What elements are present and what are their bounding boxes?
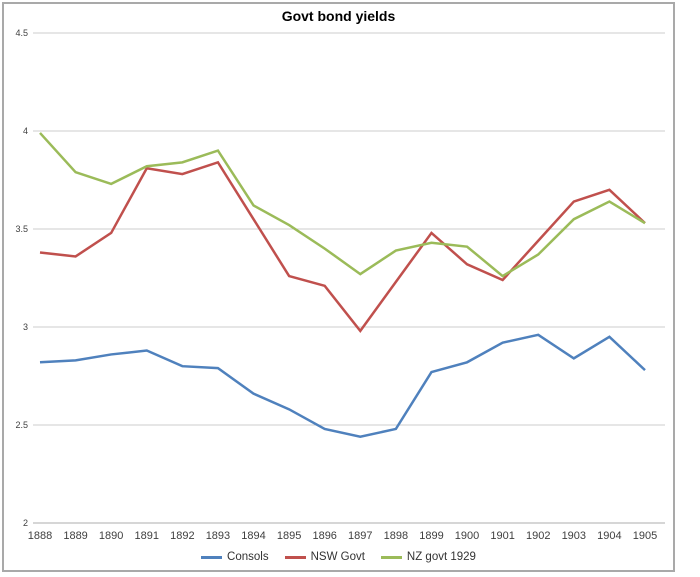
- line-series-nsw-govt: [39, 160, 646, 333]
- y-axis-tick-label: 4.5: [15, 28, 28, 38]
- legend-swatch-icon: [380, 555, 402, 559]
- y-axis-tick-label: 2: [22, 518, 28, 528]
- legend-item-nz-govt-1929: NZ govt 1929: [380, 551, 476, 563]
- x-axis-tick-label: 1901: [490, 530, 515, 542]
- legend: Consols NSW Govt NZ govt 1929: [2, 551, 675, 563]
- line-series-nz-govt-1929: [39, 132, 646, 278]
- x-axis-tick-label: 1904: [597, 530, 622, 542]
- x-axis-tick-label: 1896: [312, 530, 337, 542]
- x-axis-tick-label: 1905: [632, 530, 658, 542]
- x-axis-tick-label: 1891: [134, 530, 159, 542]
- x-axis-tick-label: 1894: [241, 530, 266, 542]
- y-axis-tick-label: 3: [22, 322, 28, 332]
- legend-item-consols: Consols: [201, 551, 269, 563]
- legend-swatch-icon: [201, 555, 223, 559]
- legend-label: Consols: [227, 551, 269, 563]
- legend-label: NZ govt 1929: [406, 551, 476, 563]
- legend-item-nsw-govt: NSW Govt: [284, 551, 365, 563]
- legend-swatch-icon: [284, 555, 306, 559]
- chart-frame: [2, 2, 675, 572]
- x-axis-tick-label: 1900: [454, 530, 480, 542]
- x-axis-tick-label: 1889: [63, 530, 88, 542]
- x-axis-tick-label: 1888: [27, 530, 53, 542]
- legend-label: NSW Govt: [310, 551, 365, 563]
- x-axis-tick-label: 1903: [561, 530, 587, 542]
- x-axis-tick-label: 1897: [348, 530, 373, 542]
- x-axis-tick-label: 1893: [205, 530, 231, 542]
- x-axis-tick-label: 1892: [170, 530, 195, 542]
- x-axis-tick-label: 1902: [525, 530, 551, 542]
- y-axis-tick-label: 4: [22, 126, 28, 136]
- x-axis-tick-label: 1890: [98, 530, 124, 542]
- y-axis-tick-label: 2.5: [15, 420, 28, 430]
- x-axis-tick-label: 1895: [276, 530, 302, 542]
- chart-title: Govt bond yields: [281, 8, 396, 24]
- x-axis-tick-label: 1898: [383, 530, 409, 542]
- y-axis-tick-label: 3.5: [15, 224, 28, 234]
- line-series-consols: [39, 333, 646, 439]
- x-axis-tick-label: 1899: [419, 530, 444, 542]
